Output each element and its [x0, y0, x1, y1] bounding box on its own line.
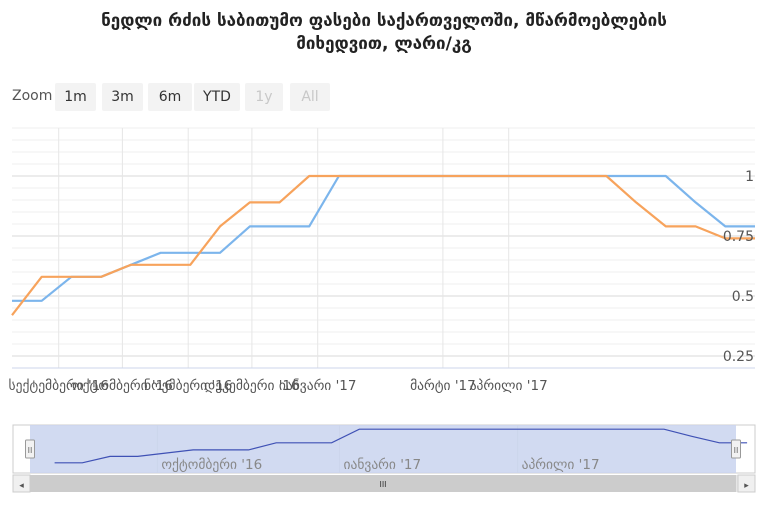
navigator-tick-labels: ოქტომბერი '16 იანვარი '17 აპრილი '17 — [161, 456, 599, 473]
x-tick-label: ნოემბერი '16 — [144, 377, 232, 394]
y-tick-label: 0.25 — [723, 349, 754, 365]
scrollbar-right-button[interactable] — [737, 474, 756, 493]
navigator-left-handle-glyph: II — [28, 446, 33, 455]
chart-title: ნედლი რძის საბითუმო ფასები საქართველოში,… — [0, 10, 768, 56]
zoom-1m-button[interactable]: 1m — [55, 83, 96, 111]
x-tick-label: დეკემბერი '16 — [204, 377, 299, 394]
series-line-2 — [11, 174, 755, 316]
zoom-ytd-button[interactable]: YTD — [194, 83, 240, 111]
navigator-series-line — [54, 428, 748, 464]
zoom-6m-button[interactable]: 6m — [148, 83, 192, 111]
x-tick-label: აპრილი '17 — [470, 377, 548, 394]
grid-layer — [12, 127, 755, 369]
x-tick-label: იანვარი '17 — [279, 377, 357, 394]
x-tick-label: სექტემბერი '16 — [9, 377, 109, 394]
scrollbar[interactable]: ◂ III ▸ — [12, 474, 756, 493]
navigator: ოქტომბერი '16 იანვარი '17 აპრილი '17 II II… — [12, 424, 756, 493]
x-tick-label: მარტი '17 — [410, 377, 476, 394]
zoom-1y-button: 1y — [245, 83, 283, 111]
scrollbar-right-arrow-icon: ▸ — [744, 481, 749, 491]
chart-title-line-2: მიხედვით, ლარი/კგ — [296, 34, 472, 54]
navigator-tick-label: ოქტომბერი '16 — [161, 456, 262, 473]
y-tick-labels: 0.25 0.5 0.75 1 — [723, 169, 754, 365]
y-tick-label: 0.75 — [723, 229, 754, 245]
navigator-selected-range[interactable] — [30, 425, 736, 473]
scrollbar-thumb[interactable] — [30, 475, 736, 492]
series-line-1 — [12, 174, 755, 302]
navigator-left-handle[interactable]: II — [25, 439, 35, 459]
x-tick-label: ოქტომბერი '16 — [72, 377, 173, 394]
navigator-right-handle[interactable]: II — [731, 439, 741, 459]
zoom-label: Zoom — [12, 88, 53, 104]
scrollbar-grip-icon: III — [379, 480, 386, 489]
navigator-tick-label: აპრილი '17 — [522, 456, 600, 473]
y-tick-label: 0.5 — [732, 289, 754, 305]
y-tick-label: 1 — [745, 169, 754, 185]
chart-title-line-1: ნედლი რძის საბითუმო ფასები საქართველოში,… — [101, 11, 667, 31]
scrollbar-left-arrow-icon: ◂ — [19, 481, 24, 491]
zoom-all-button: All — [290, 83, 330, 111]
navigator-right-handle-glyph: II — [734, 446, 739, 455]
navigator-tick-label: იანვარი '17 — [344, 456, 422, 473]
series-layer — [11, 174, 755, 316]
zoom-3m-button[interactable]: 3m — [102, 83, 143, 111]
